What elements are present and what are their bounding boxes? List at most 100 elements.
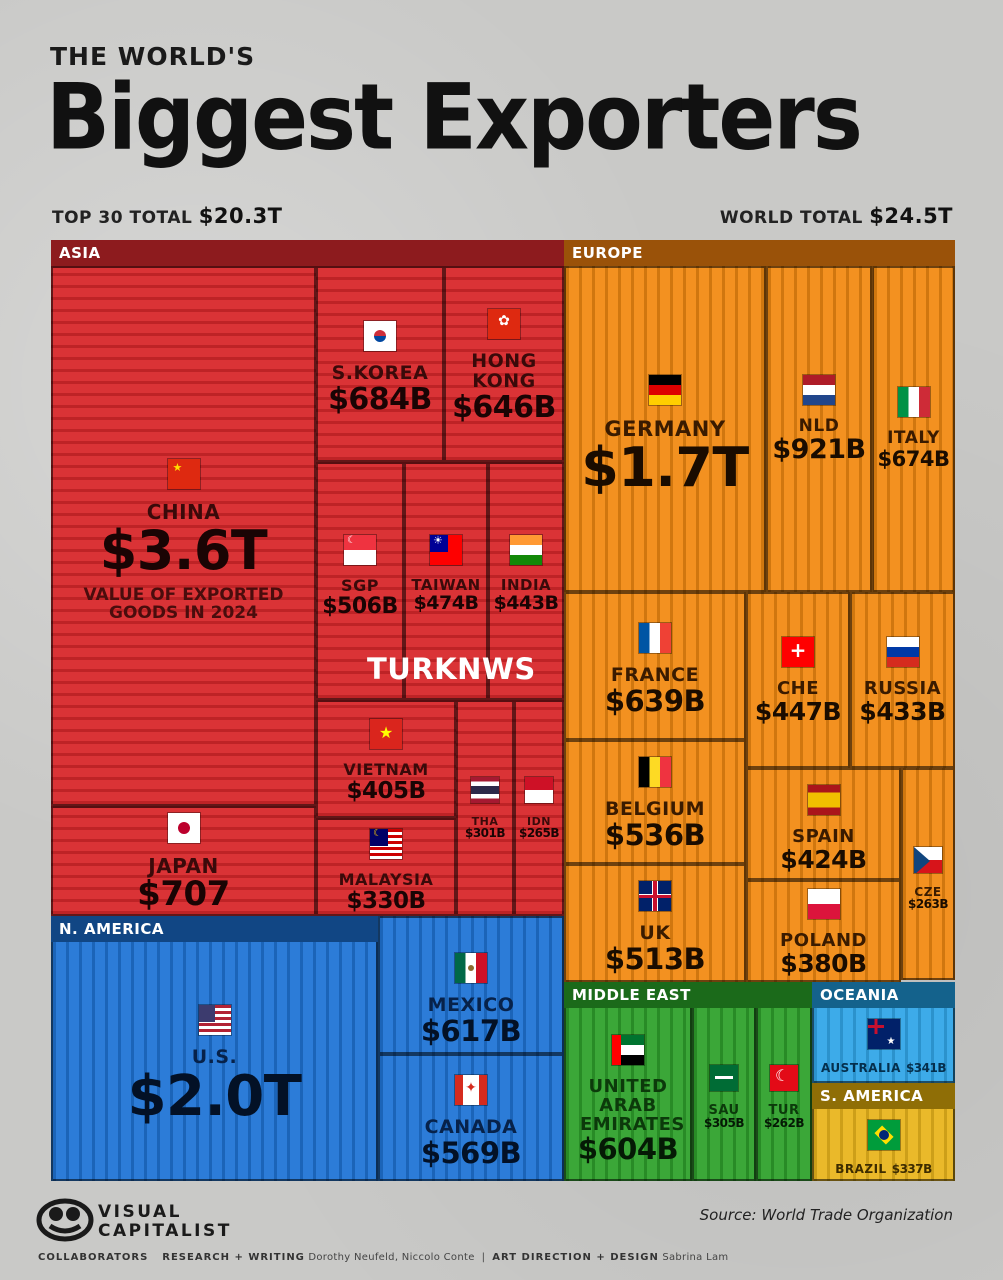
tile-label-group: ☾ SGP $506B — [318, 534, 402, 618]
flag-wrap: ☀ — [406, 534, 486, 570]
flag-wrap — [490, 534, 562, 570]
taiwan-flag-icon: ☀ — [429, 534, 463, 566]
belgium-flag-icon — [638, 756, 672, 788]
tile-japan: JAPAN $707 — [51, 806, 316, 916]
export-value: $405B — [346, 777, 426, 804]
flag-wrap — [768, 374, 870, 410]
inline-label: AUSTRALIA $341B — [814, 1062, 953, 1075]
country-name: SPAIN — [792, 825, 855, 847]
tile-label-group: U.S. $2.0T — [53, 1004, 376, 1127]
research-names: Dorothy Neufeld, Niccolo Conte — [308, 1252, 475, 1263]
tile-che: + CHE $447B — [746, 592, 850, 768]
tile-tur: ☾ TUR $262B — [756, 982, 812, 1181]
export-value: $569B — [420, 1135, 522, 1170]
tile-label-group: ★ VIETNAM $405B — [318, 718, 454, 803]
country-name: HONG KONG — [471, 349, 537, 392]
tile-sgp: ☾ SGP $506B — [316, 462, 404, 700]
flag-wrap: ✦ — [380, 1074, 562, 1110]
export-value: $330B — [346, 887, 426, 914]
tile-label-group: ITALY $674B — [874, 386, 953, 470]
flag-wrap — [380, 952, 562, 988]
u-s-flag-icon — [197, 1004, 232, 1036]
china-flag-icon: ★ — [166, 458, 201, 490]
country-name: BELGIUM — [604, 797, 706, 820]
tile-taiwan: ☀ TAIWAN $474B — [404, 462, 488, 700]
export-value: $506B — [322, 593, 398, 619]
country-name: POLAND — [780, 929, 867, 951]
flag-wrap — [694, 1064, 754, 1096]
tile-india: INDIA $443B — [488, 462, 564, 700]
tile-vietnam: ★ VIETNAM $405B — [316, 700, 456, 818]
tile-italy: ITALY $674B — [872, 266, 955, 592]
hong-kong-flag-icon: ✿ — [487, 308, 521, 340]
chart-title: Biggest Exporters — [46, 64, 863, 171]
export-value: $921B — [772, 433, 866, 465]
region-header-asia: ASIA — [51, 240, 564, 266]
tile-label-group: THA $301B — [458, 776, 512, 840]
export-value: $341B — [905, 1060, 947, 1075]
tile-mexico: MEXICO $617B — [378, 916, 564, 1054]
export-value: $443B — [493, 591, 559, 614]
country-name: UNITED ARAB EMIRATES — [580, 1075, 685, 1135]
tile-germany: GERMANY $1.7T — [564, 266, 766, 592]
flag-wrap — [748, 888, 899, 924]
flag-wrap — [814, 1119, 953, 1155]
tile-hong-kong: ✿ HONG KONG $646B — [444, 266, 564, 462]
flag-wrap: ★ — [814, 1018, 953, 1054]
spain-flag-icon — [806, 784, 841, 816]
flag-wrap — [748, 784, 899, 820]
export-value: $604B — [577, 1132, 679, 1167]
source-note: Source: World Trade Organization — [699, 1206, 953, 1224]
country-name: BRAZIL — [835, 1161, 887, 1176]
italy-flag-icon — [896, 386, 931, 418]
tile-china: ★ CHINA $3.6T VALUE OF EXPORTED GOODS IN 20… — [51, 266, 316, 806]
design-names: Sabrina Lam — [662, 1252, 729, 1263]
country-name: AUSTRALIA — [821, 1060, 901, 1075]
world-value: $24.5T — [869, 204, 953, 228]
value-note: VALUE OF EXPORTED GOODS IN 2024 — [83, 585, 284, 624]
tile-label-group: ☾ TUR $262B — [758, 1064, 810, 1130]
cze-flag-icon — [913, 846, 943, 874]
flag-wrap — [566, 880, 744, 916]
tile-poland: POLAND $380B — [746, 880, 901, 982]
country-name: GERMANY — [604, 416, 726, 441]
country-name: SAU — [708, 1102, 740, 1118]
japan-flag-icon — [166, 812, 201, 844]
country-name: JAPAN — [148, 853, 219, 878]
flag-wrap — [852, 636, 953, 672]
country-name: IDN — [527, 814, 551, 828]
export-value: $1.7T — [581, 435, 749, 499]
tile-label-group: RUSSIA $433B — [852, 636, 953, 725]
flag-wrap — [318, 320, 442, 356]
inline-label: BRAZIL $337B — [814, 1163, 953, 1176]
tile-cze: CZE $263B — [901, 768, 955, 980]
export-value: $639B — [604, 683, 706, 718]
united-arab-emirates-flag-icon — [611, 1034, 645, 1066]
flag-wrap — [566, 756, 744, 792]
country-name: RUSSIA — [863, 677, 942, 699]
tile-label-group: ✿ HONG KONG $646B — [446, 308, 562, 423]
france-flag-icon — [638, 622, 672, 654]
country-name: CHINA — [146, 499, 221, 524]
tile-label-group: UK $513B — [566, 880, 744, 974]
region-header-s-america: S. AMERICA — [812, 1083, 955, 1109]
tile-label-group: UNITED ARAB EMIRATES $604B — [566, 1034, 690, 1165]
tile-label-group: NLD $921B — [768, 374, 870, 464]
flag-wrap: ☾ — [318, 828, 454, 864]
flag-wrap: ★ — [318, 718, 454, 754]
top30-total: TOP 30 TOTAL $20.3T — [52, 204, 283, 228]
tile-united-arab-emirates: UNITED ARAB EMIRATES $604B — [564, 982, 692, 1181]
country-name: VIETNAM — [343, 759, 429, 779]
country-name: CANADA — [424, 1115, 518, 1138]
flag-wrap: ☾ — [758, 1064, 810, 1096]
tile-label-group: BRAZIL $337B — [814, 1119, 953, 1175]
export-value: $337B — [891, 1161, 933, 1176]
country-name: NLD — [798, 415, 840, 436]
credits: COLLABORATORS RESEARCH + WRITING Dorothy… — [38, 1252, 729, 1263]
export-value: $474B — [413, 591, 479, 614]
export-value: $513B — [604, 941, 706, 976]
world-label: WORLD TOTAL — [719, 208, 863, 228]
country-name: U.S. — [191, 1045, 238, 1068]
tile-label-group: JAPAN $707 — [53, 812, 314, 912]
country-name: CHE — [776, 677, 820, 699]
